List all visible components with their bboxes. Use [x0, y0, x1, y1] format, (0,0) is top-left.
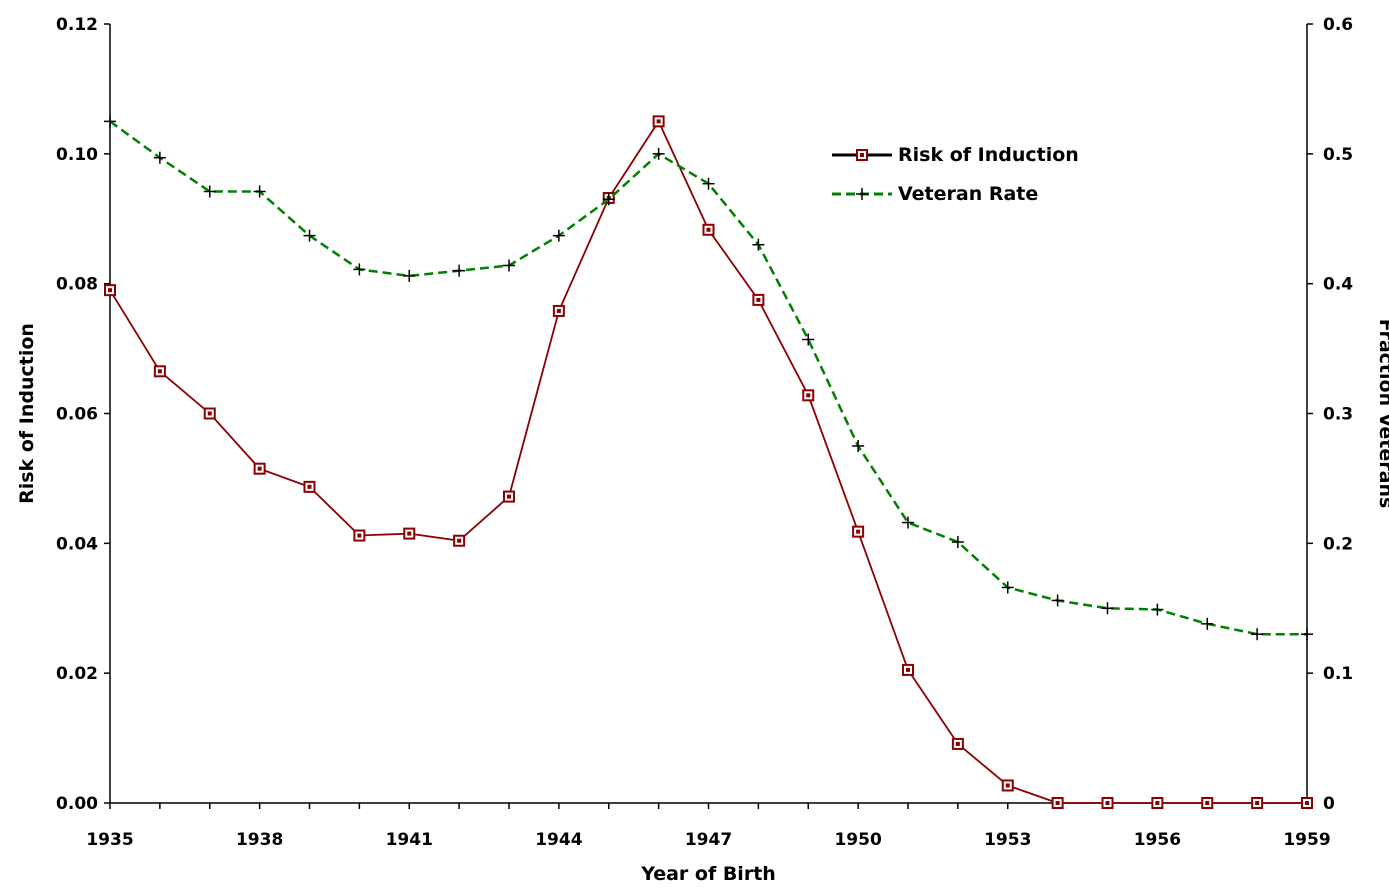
- y-tick-label: 0.12: [56, 15, 98, 35]
- y-tick-label: 0.08: [56, 275, 98, 295]
- data-point-square-core: [706, 227, 711, 232]
- data-point-square-core: [457, 538, 462, 543]
- y2-tick-label: 0.4: [1323, 275, 1353, 295]
- data-point-square-core: [507, 494, 511, 499]
- data-point-plus: [1301, 628, 1313, 641]
- data-point-plus: [253, 185, 266, 198]
- data-point-square-core: [756, 297, 761, 302]
- legend: Risk of Induction Veteran Rate: [832, 144, 1079, 205]
- data-point-plus: [652, 147, 665, 160]
- data-point-square-core: [357, 533, 362, 538]
- data-point-plus: [1101, 602, 1114, 615]
- x-tick-label: 1959: [1283, 830, 1330, 850]
- data-point-plus: [602, 193, 615, 206]
- y2-tick-label: 0.6: [1323, 15, 1353, 35]
- legend-label-2: Veteran Rate: [898, 183, 1038, 205]
- legend-label-1: Risk of Induction: [898, 144, 1079, 166]
- data-point-square-core: [1155, 801, 1160, 805]
- y-tick-label: 0.10: [56, 145, 98, 165]
- y-tick-label: 0.02: [56, 664, 98, 684]
- data-point-plus: [453, 264, 466, 277]
- y-axis-title: Risk of Induction: [16, 323, 38, 504]
- ticks: 1935 1938 1941 1944 1947 1950 1953 1956 1959 0.00…: [16, 15, 1389, 885]
- data-point-square-core: [157, 369, 162, 374]
- data-point-plus: [1151, 603, 1164, 616]
- series: [104, 115, 1313, 809]
- data-point-plus: [503, 259, 515, 272]
- data-point-square-core: [656, 119, 661, 124]
- y2-tick-label: 0: [1323, 794, 1335, 814]
- data-point-square-core: [806, 393, 811, 398]
- data-point-square-core: [407, 531, 412, 536]
- y-tick-label: 0.06: [56, 405, 98, 425]
- data-point-square-core: [307, 484, 312, 489]
- data-point-square-core: [955, 741, 960, 746]
- x-axis-title: Year of Birth: [640, 863, 776, 885]
- data-point-square-core: [906, 667, 910, 672]
- y2-tick-label: 0.5: [1323, 145, 1353, 165]
- data-point-plus: [203, 185, 216, 198]
- data-point-plus: [403, 269, 416, 282]
- x-tick-label: 1953: [984, 830, 1031, 850]
- x-tick-label: 1935: [86, 830, 133, 850]
- x-tick-label: 1956: [1134, 830, 1181, 850]
- axes: [109, 24, 1308, 804]
- y2-tick-label: 0.3: [1323, 405, 1353, 425]
- data-point-square-core: [556, 308, 561, 313]
- data-point-square-core: [1005, 783, 1010, 788]
- data-point-plus: [104, 115, 116, 128]
- legend-marker-plus: [856, 188, 868, 200]
- data-point-plus: [852, 439, 865, 452]
- data-point-square-core: [257, 466, 262, 471]
- data-point-square-core: [108, 288, 112, 293]
- y2-tick-label: 0.2: [1323, 534, 1353, 554]
- data-point-plus: [802, 333, 815, 346]
- series-line-1: [109, 119, 1307, 804]
- y-tick-label: 0.04: [56, 534, 98, 554]
- data-point-plus: [1051, 594, 1064, 607]
- y2-tick-label: 0.1: [1323, 664, 1353, 684]
- x-tick-label: 1941: [386, 830, 433, 850]
- data-point-square-core: [1055, 801, 1060, 805]
- x-tick-label: 1947: [685, 830, 732, 850]
- data-point-square-core: [1255, 801, 1260, 805]
- data-point-square-core: [1205, 801, 1210, 805]
- series-line-2: [109, 120, 1307, 636]
- data-point-plus: [1201, 617, 1214, 630]
- data-point-square-core: [1105, 801, 1110, 805]
- data-point-plus: [902, 516, 914, 529]
- legend-marker-square-core: [860, 153, 864, 157]
- y2-axis-title: Fraction Veterans: [1375, 319, 1389, 509]
- data-point-plus: [1251, 628, 1264, 641]
- data-point-square-core: [207, 411, 212, 416]
- y-tick-label: 0.00: [56, 794, 98, 814]
- data-point-plus: [951, 536, 964, 549]
- data-point-plus: [303, 229, 316, 242]
- data-point-plus: [353, 263, 366, 276]
- x-tick-label: 1950: [834, 830, 881, 850]
- data-point-square-core: [856, 529, 861, 534]
- x-tick-label: 1938: [236, 830, 283, 850]
- data-point-square-core: [1305, 801, 1309, 805]
- data-point-plus: [153, 151, 166, 164]
- data-point-plus: [552, 229, 565, 242]
- data-point-plus: [702, 177, 715, 190]
- x-tick-label: 1944: [535, 830, 582, 850]
- data-point-plus: [1001, 581, 1014, 594]
- data-point-plus: [752, 238, 765, 251]
